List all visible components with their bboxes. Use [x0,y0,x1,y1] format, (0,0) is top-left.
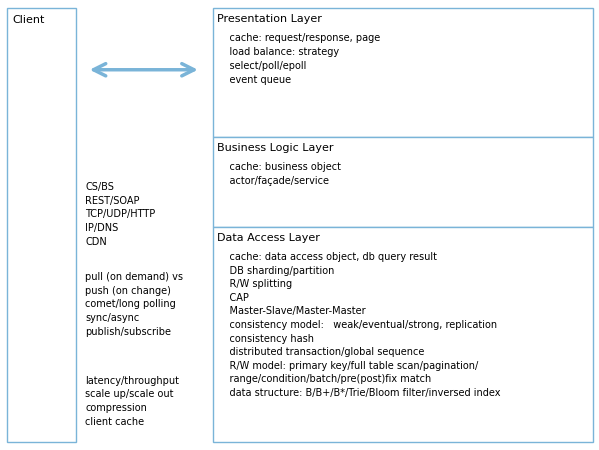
Text: Presentation Layer: Presentation Layer [217,14,322,23]
Text: cache: business object
    actor/façade/service: cache: business object actor/façade/serv… [217,162,341,186]
FancyBboxPatch shape [213,137,593,227]
FancyBboxPatch shape [213,227,593,442]
FancyBboxPatch shape [213,8,593,137]
Text: latency/throughput
scale up/scale out
compression
client cache: latency/throughput scale up/scale out co… [85,376,179,427]
FancyBboxPatch shape [7,8,76,442]
Text: Client: Client [12,15,44,25]
Text: Business Logic Layer: Business Logic Layer [217,143,334,153]
Text: CS/BS
REST/SOAP
TCP/UDP/HTTP
IP/DNS
CDN: CS/BS REST/SOAP TCP/UDP/HTTP IP/DNS CDN [85,182,155,247]
Text: Data Access Layer: Data Access Layer [217,233,320,243]
Text: pull (on demand) vs
push (on change)
comet/long polling
sync/async
publish/subsc: pull (on demand) vs push (on change) com… [85,272,183,337]
Text: cache: request/response, page
    load balance: strategy
    select/poll/epoll
 : cache: request/response, page load balan… [217,33,381,85]
Text: cache: data access object, db query result
    DB sharding/partition
    R/W spl: cache: data access object, db query resu… [217,252,501,398]
